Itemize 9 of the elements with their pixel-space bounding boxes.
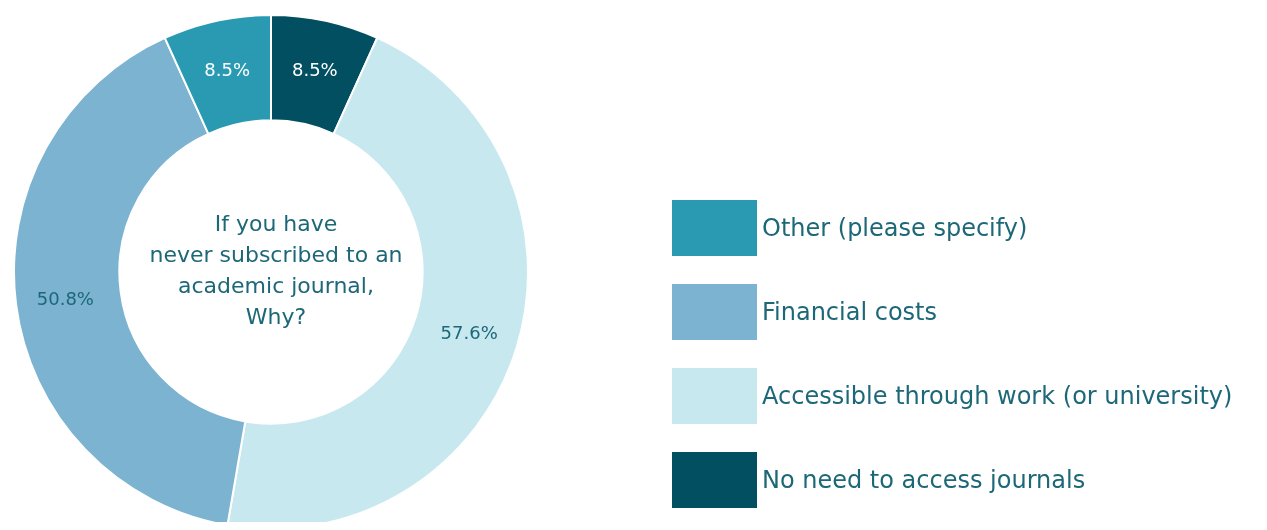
legend-label: Financial costs bbox=[762, 298, 938, 326]
text: If you have never subscribed to an academic journal, Why? bbox=[149, 211, 403, 329]
data-label: 50.8% bbox=[36, 287, 94, 309]
data-label: 57.6% bbox=[440, 322, 498, 344]
data-label: 8.5% bbox=[204, 58, 251, 80]
legend-label: Accessible through work (or university) bbox=[762, 382, 1233, 410]
data-label: 8.5% bbox=[291, 58, 338, 80]
legend-label: No need to access journals bbox=[762, 466, 1086, 494]
legend-label: Other (please specify) bbox=[762, 214, 1028, 242]
